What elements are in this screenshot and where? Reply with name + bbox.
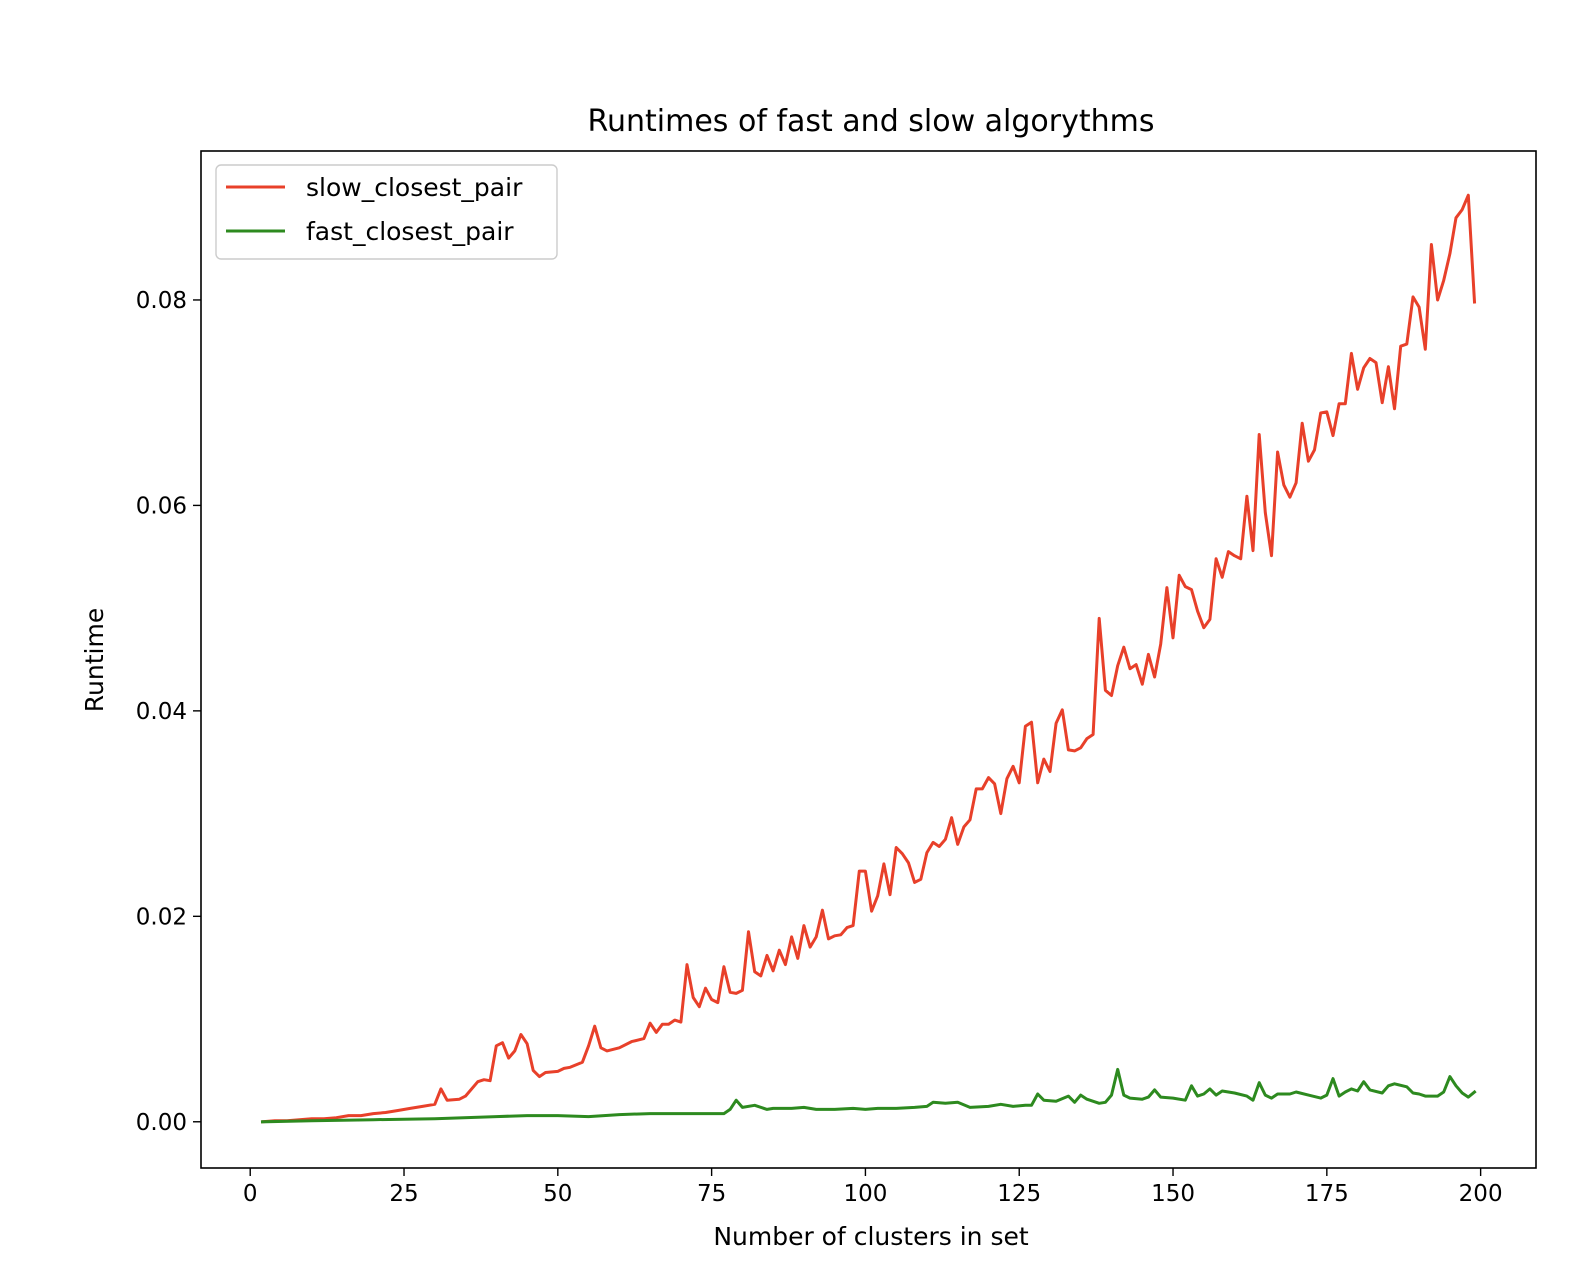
series-layer bbox=[260, 193, 1477, 1124]
series-line-slow-closest-pair bbox=[260, 193, 1477, 1124]
y-tick-label: 0.02 bbox=[136, 904, 187, 930]
legend-label-slow: slow_closest_pair bbox=[306, 173, 523, 202]
x-axis-label: Number of clusters in set bbox=[713, 1222, 1029, 1251]
y-tick-label: 0.00 bbox=[136, 1110, 187, 1136]
y-axis-label: Runtime bbox=[80, 608, 109, 712]
y-tick-label: 0.04 bbox=[136, 699, 187, 725]
legend-box bbox=[215, 164, 558, 260]
axes: 0 25 50 75 100 125 150 175 200 0.00 0.02 0.04 0.06 0.… bbox=[136, 288, 1503, 1207]
series-line-fast-closest-pair bbox=[260, 1067, 1477, 1124]
x-tick-label: 150 bbox=[1151, 1181, 1195, 1207]
x-tick-label: 0 bbox=[243, 1181, 258, 1207]
x-tick-label: 50 bbox=[543, 1181, 572, 1207]
y-tick-label: 0.08 bbox=[136, 288, 187, 314]
x-tick-label: 75 bbox=[697, 1181, 726, 1207]
x-tick-label: 175 bbox=[1305, 1181, 1349, 1207]
x-tick-label: 200 bbox=[1459, 1181, 1503, 1207]
plot-frame bbox=[200, 150, 1537, 1169]
x-tick-label: 125 bbox=[997, 1181, 1041, 1207]
y-tick-label: 0.06 bbox=[136, 493, 187, 519]
x-tick-label: 100 bbox=[843, 1181, 887, 1207]
chart-title: Runtimes of fast and slow algorythms bbox=[588, 104, 1155, 139]
x-tick-label: 25 bbox=[389, 1181, 418, 1207]
legend-label-fast: fast_closest_pair bbox=[306, 217, 514, 246]
legend: slow_closest_pair fast_closest_pair bbox=[215, 164, 558, 260]
